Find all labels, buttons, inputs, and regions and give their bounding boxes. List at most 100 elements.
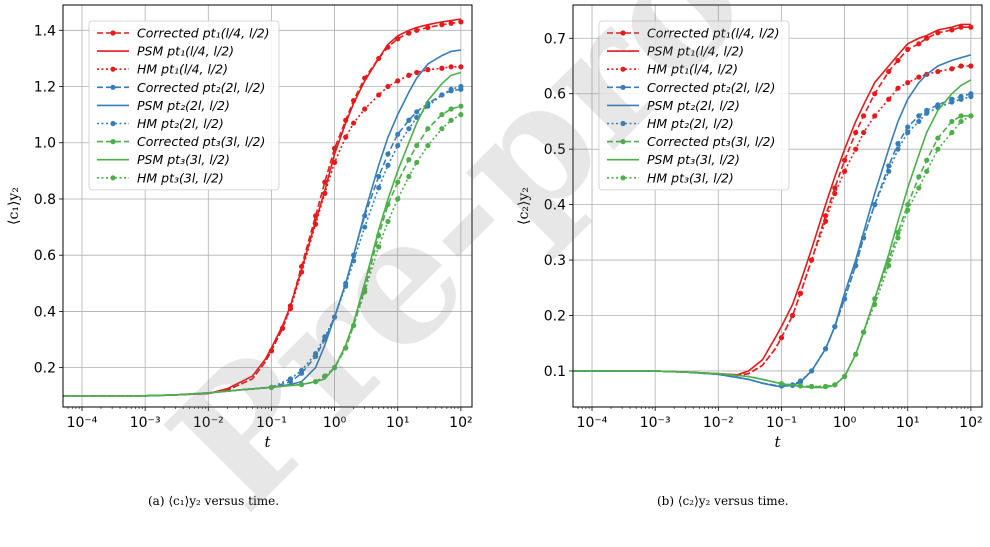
data-point [797,378,804,384]
data-point [406,157,412,163]
data-point [808,368,815,374]
data-point [822,218,829,224]
data-point [949,27,955,33]
data-point [778,335,785,341]
data-point [395,131,401,137]
legend-label: HM pt₂(2l, l/2) [647,116,734,131]
data-point [343,134,349,140]
data-point [853,129,859,136]
data-point [425,126,431,132]
caption-a-text: ⟨c₁⟩y₂ versus time. [168,494,280,508]
data-point [385,162,391,168]
axes-frame [572,4,983,408]
data-point [376,92,382,98]
data-point [832,382,838,388]
data-point [822,213,829,219]
data-point [385,218,391,225]
data-point [778,381,785,387]
data-point [279,325,286,331]
legend-marker [620,175,626,181]
data-point [322,190,328,196]
data-point [439,126,445,132]
data-point [924,35,930,41]
data-point [385,83,391,90]
data-point [458,19,464,25]
data-point [395,78,401,84]
data-point [376,173,382,180]
data-point [287,306,294,312]
x-tick-label: 10¹ [386,415,409,431]
data-point [322,334,328,340]
data-point [808,257,815,263]
data-point [905,124,911,130]
x-tick-label: 10⁻¹ [256,415,287,431]
y-tick-label: 0.5 [544,142,566,158]
legend-marker [110,175,116,181]
y-tick-label: 0.6 [544,87,566,103]
data-point [886,263,892,269]
data-point [268,348,275,354]
data-point [448,86,454,92]
data-point [406,72,412,78]
data-point [924,168,930,174]
caption-a-label: (a) [148,494,165,508]
data-point [916,74,922,80]
data-point [439,22,445,28]
legend-label: Corrected pt₂(2l, l/2) [137,80,265,95]
legend-label: Corrected pt₃(3l, l/2) [137,134,265,149]
series-line [573,115,972,388]
data-point [895,141,901,147]
x-tick-label: 10⁻³ [640,415,671,431]
y-tick-label: 1.0 [34,136,56,152]
data-point [916,174,922,180]
x-axis-label: t [264,433,271,451]
legend-label: PSM pt₁(l/4, l/2) [137,44,234,59]
data-point [362,224,368,230]
legend-label: HM pt₂(2l, l/2) [137,116,224,131]
data-point [860,113,867,119]
y-tick-label: 1.4 [34,23,56,39]
legend-box [598,20,790,191]
data-point [895,146,901,152]
legend-label: HM pt₃(3l, l/2) [647,170,734,185]
data-point [832,324,838,330]
data-point [860,235,867,241]
y-tick-label: 0.2 [34,361,56,377]
y-tick-label: 0.1 [544,364,566,380]
data-point [395,142,401,149]
data-point [860,129,867,136]
data-point [425,24,431,31]
data-point [968,93,974,100]
data-point [832,190,838,197]
data-point [797,290,804,296]
data-point [414,27,420,33]
x-tick-label: 10⁻⁴ [577,415,608,431]
data-point [797,383,804,389]
data-point [439,65,445,71]
legend-label: PSM pt₂(2l, l/2) [647,98,740,113]
legend-label: HM pt₁(l/4, l/2) [647,62,738,77]
data-point [949,129,955,136]
data-point [905,46,911,52]
data-point [949,118,955,125]
data-point [439,92,445,98]
data-point [958,96,964,102]
data-point [448,20,454,26]
panel-a-group: 10⁻⁴ 10⁻³ 10⁻² 10⁻¹ 10⁰ 10¹ 10² 0.2 0.4 0.6 0.8 1.0… [6,4,473,451]
data-point [376,185,382,191]
data-point [343,345,349,351]
data-point [968,113,974,119]
data-point [841,373,848,380]
x-tick-label: 10² [449,415,472,431]
data-point [853,146,859,152]
data-point [895,235,901,241]
caption-b-label: (b) [657,494,675,508]
legend-marker [110,139,116,145]
data-point [331,314,338,320]
data-point [886,68,892,75]
data-point [968,24,974,30]
legend-marker [110,84,116,90]
legend-label: Corrected pt₁(l/4, l/2) [137,26,270,41]
data-point [822,346,829,352]
data-point [905,207,911,213]
